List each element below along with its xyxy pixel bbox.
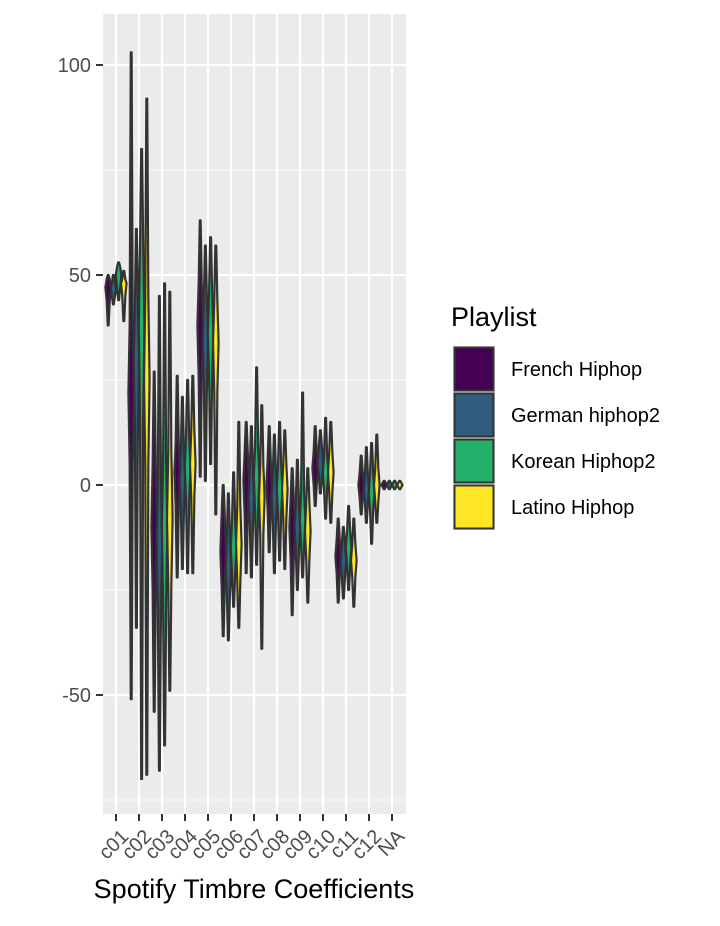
y-axis: 100 50 0 -50	[58, 55, 103, 707]
violin-c03-latino-hiphop	[165, 290, 174, 692]
violin-c08-german-hiphop2	[270, 433, 279, 575]
legend: Playlist French Hiphop German hiphop2 Kore…	[451, 302, 660, 530]
legend-label: Korean Hiphop2	[511, 451, 656, 473]
violin-c11-korean-hiphop2	[344, 504, 353, 592]
violin-c04-latino-hiphop	[188, 374, 197, 575]
violin-NA-latino-hiphop	[395, 479, 404, 491]
violin-c10-latino-hiphop	[326, 420, 335, 524]
violin-c09-french-hiphop	[288, 467, 297, 617]
legend-title: Playlist	[451, 302, 537, 332]
legend-swatch	[453, 484, 495, 530]
violin-c12-latino-hiphop	[372, 433, 381, 524]
y-tick-label: -50	[62, 685, 91, 707]
legend-label: Latino Hiphop	[511, 497, 634, 519]
y-tick-label: 0	[80, 475, 91, 497]
violin-c05-latino-hiphop	[211, 244, 220, 516]
violin-c09-latino-hiphop	[303, 467, 312, 604]
violin-c01-german-hiphop2	[109, 273, 118, 306]
y-tick-label: 100	[58, 55, 91, 77]
violin-c11-latino-hiphop	[349, 517, 358, 608]
violin-c07-latino-hiphop	[257, 404, 266, 650]
violin-layer	[104, 51, 404, 781]
legend-swatch	[453, 438, 495, 484]
legend-label: French Hiphop	[511, 359, 642, 381]
violin-c02-french-hiphop	[127, 51, 136, 701]
legend-swatch	[453, 346, 495, 392]
violin-c10-german-hiphop2	[316, 429, 325, 495]
violin-c11-german-hiphop2	[339, 525, 348, 600]
violin-c02-latino-hiphop	[142, 97, 151, 776]
violin-c01-latino-hiphop	[119, 269, 128, 323]
violin-c08-latino-hiphop	[280, 429, 289, 571]
legend-label: German hiphop2	[511, 405, 660, 427]
legend-swatch	[453, 392, 495, 438]
y-tick-label: 50	[69, 265, 91, 287]
violin-c07-german-hiphop2	[247, 425, 256, 579]
violin-c06-german-hiphop2	[224, 492, 233, 642]
x-tick-label: NA	[374, 825, 410, 861]
x-axis-title: Spotify Timbre Coefficients	[94, 874, 415, 904]
violin-c06-latino-hiphop	[234, 420, 243, 629]
violin-c01-korean-hiphop2	[114, 261, 123, 302]
